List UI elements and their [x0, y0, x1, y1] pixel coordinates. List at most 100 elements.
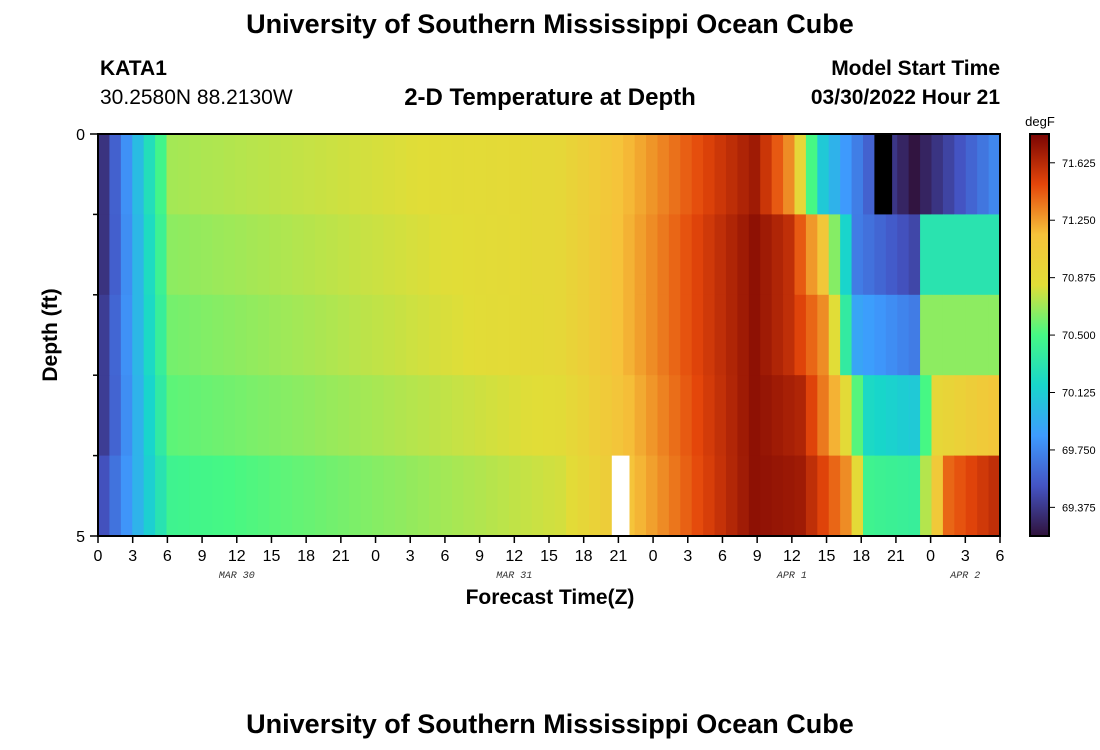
- heat-cell: [908, 134, 921, 215]
- heat-cell: [646, 375, 659, 457]
- heat-cell: [383, 375, 396, 457]
- heat-cell: [155, 455, 168, 537]
- heat-cell: [520, 134, 533, 215]
- heat-cell: [828, 214, 841, 296]
- heat-cell: [828, 134, 841, 215]
- heat-cell: [920, 294, 933, 376]
- heat-cell: [200, 134, 213, 215]
- heat-cell: [920, 214, 933, 296]
- heat-cell: [714, 214, 727, 296]
- heat-cell: [520, 214, 533, 296]
- heat-cell: [337, 134, 350, 215]
- heat-cell: [554, 375, 567, 457]
- heat-cell: [406, 294, 419, 376]
- heat-cell: [611, 134, 624, 215]
- heat-cell: [429, 134, 442, 215]
- heat-cell: [189, 214, 202, 296]
- heat-cell: [908, 455, 921, 537]
- heat-cell: [885, 214, 898, 296]
- heat-cell: [954, 294, 967, 376]
- x-tick-label: 0: [371, 548, 380, 565]
- footer-title: University of Southern Mississippi Ocean…: [246, 709, 854, 739]
- x-date-label: APR 1: [776, 571, 807, 582]
- heat-cell: [942, 294, 955, 376]
- heat-cell: [474, 455, 487, 537]
- heat-cell: [920, 455, 933, 537]
- heat-cell: [394, 214, 407, 296]
- heat-cell: [212, 294, 225, 376]
- heat-cell: [771, 375, 784, 457]
- heat-cell: [383, 455, 396, 537]
- colorbar-tick-label: 71.625: [1062, 158, 1096, 170]
- heat-cell: [668, 134, 681, 215]
- heat-cell: [463, 134, 476, 215]
- heat-cell: [874, 455, 887, 537]
- heat-cell: [954, 134, 967, 215]
- heat-cell: [406, 455, 419, 537]
- heat-cell: [406, 134, 419, 215]
- heat-cell: [600, 134, 613, 215]
- heat-cell: [406, 214, 419, 296]
- heat-cell: [646, 294, 659, 376]
- heat-cell: [977, 294, 990, 376]
- heat-cell: [646, 455, 659, 537]
- heat-cell: [246, 134, 259, 215]
- heat-cell: [760, 455, 773, 537]
- heat-cell: [531, 294, 544, 376]
- heat-cell: [703, 455, 716, 537]
- heat-cell: [817, 375, 830, 457]
- x-tick-label: 3: [406, 548, 415, 565]
- heat-cell: [760, 375, 773, 457]
- heat-cell: [954, 214, 967, 296]
- heat-cell: [269, 134, 282, 215]
- heat-cell: [212, 375, 225, 457]
- heat-cell: [840, 375, 853, 457]
- heat-cell: [840, 134, 853, 215]
- heat-cell: [942, 134, 955, 215]
- heat-cell: [235, 455, 248, 537]
- heat-cell: [554, 214, 567, 296]
- x-tick-label: 21: [609, 548, 627, 565]
- colorbar: [1029, 133, 1050, 537]
- station-coordinates: 30.2580N 88.2130W: [100, 86, 293, 109]
- heat-cell: [120, 375, 133, 457]
- heat-cell: [417, 134, 430, 215]
- y-tick-label: 0: [76, 127, 85, 144]
- heat-cell: [771, 455, 784, 537]
- heat-cell: [509, 375, 522, 457]
- heat-cell: [760, 214, 773, 296]
- heat-cell: [737, 294, 750, 376]
- colorbar-tick-label: 70.125: [1062, 388, 1096, 400]
- heat-cell: [531, 214, 544, 296]
- heat-cell: [897, 134, 910, 215]
- x-date-label: MAR 30: [219, 571, 255, 582]
- heat-cell: [257, 134, 270, 215]
- heat-cell: [269, 294, 282, 376]
- heat-cell: [931, 214, 944, 296]
- heat-cell: [977, 134, 990, 215]
- heat-cell: [851, 214, 864, 296]
- heat-cell: [257, 455, 270, 537]
- heat-cell: [588, 134, 601, 215]
- colorbar-tick-label: 70.875: [1062, 273, 1096, 285]
- heat-cell: [349, 214, 362, 296]
- heat-cell: [840, 214, 853, 296]
- colorbar-tick-label: 71.250: [1062, 215, 1096, 227]
- heat-cell: [326, 134, 339, 215]
- heat-cell: [828, 375, 841, 457]
- heat-cell: [360, 134, 373, 215]
- x-axis-label: Forecast Time(Z): [466, 586, 635, 609]
- missing-cell: [611, 455, 630, 536]
- heat-cell: [897, 294, 910, 376]
- heat-cell: [794, 455, 807, 537]
- heat-cell: [474, 294, 487, 376]
- heat-cell: [897, 455, 910, 537]
- heat-cell: [646, 214, 659, 296]
- heat-cell: [588, 455, 601, 537]
- heat-cell: [223, 214, 236, 296]
- heat-cell: [155, 214, 168, 296]
- heat-cell: [132, 214, 145, 296]
- heat-cell: [874, 214, 887, 296]
- heat-cell: [349, 294, 362, 376]
- heat-cell: [280, 375, 293, 457]
